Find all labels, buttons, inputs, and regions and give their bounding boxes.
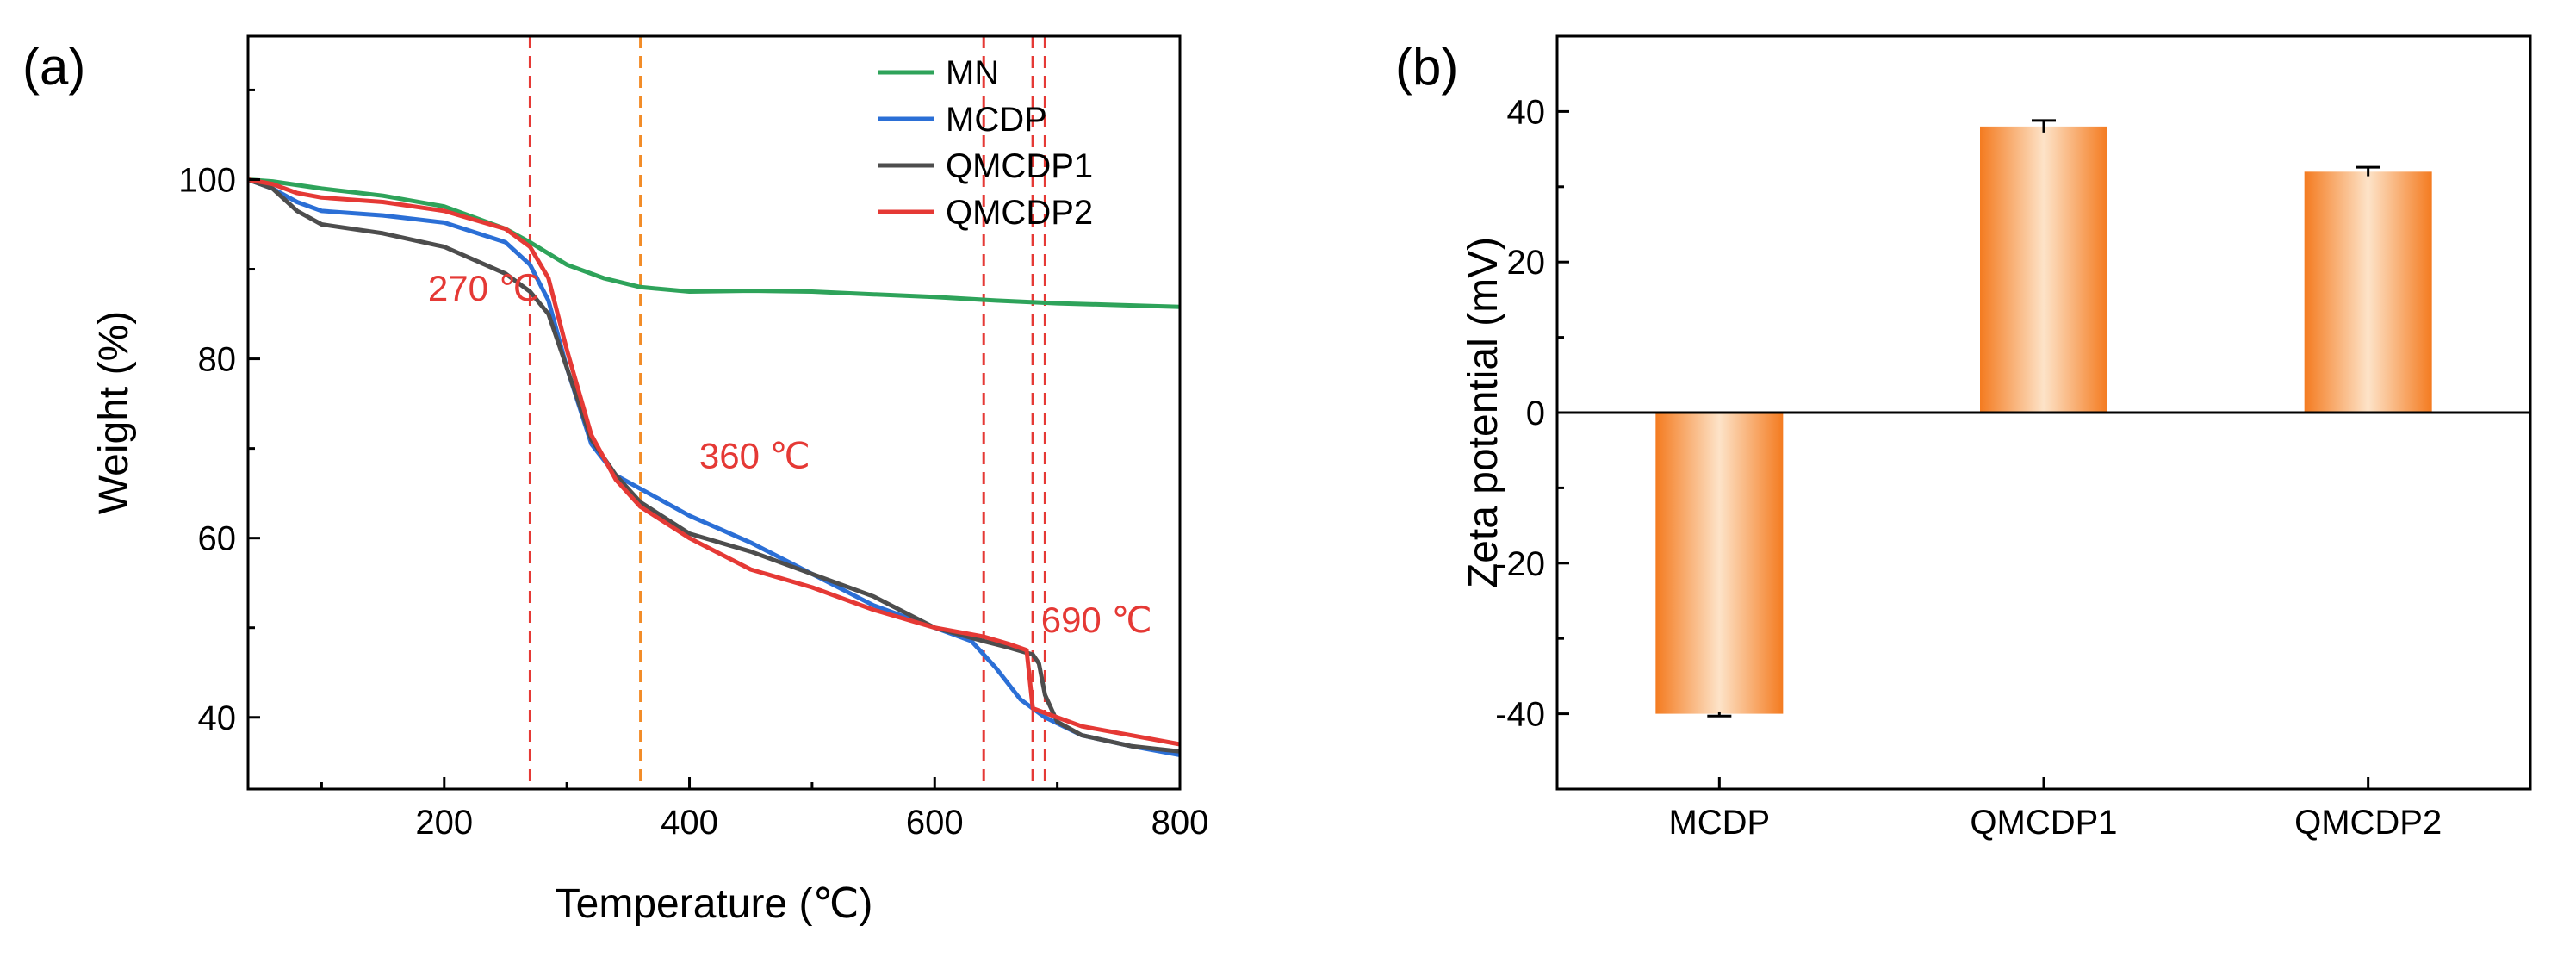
panel-a-label: (a) bbox=[22, 38, 85, 96]
legend: MN MCDP QMCDP1 QMCDP2 bbox=[878, 54, 1093, 232]
series-line-mn bbox=[247, 177, 1181, 309]
x-tick-label: 200 bbox=[415, 804, 473, 842]
y-tick-label: -20 bbox=[1495, 545, 1545, 583]
category-label: QMCDP1 bbox=[1970, 804, 2117, 842]
y-tick-label: 80 bbox=[198, 341, 237, 379]
plot-a-frame bbox=[246, 34, 1182, 791]
x-axis-label: Temperature (℃) bbox=[556, 881, 873, 927]
temperature-annotation: 360 ℃ bbox=[699, 436, 810, 476]
y-tick-label: 100 bbox=[178, 161, 236, 199]
temperature-annotations: 270 ℃ 360 ℃ 690 ℃ bbox=[428, 268, 1152, 640]
panel-a: (a) 200 400 600 800 40 60 80 100 270 ℃ 360 ℃ 690… bbox=[22, 34, 1209, 927]
x-axis-ticks: MCDP QMCDP1 QMCDP2 bbox=[1668, 777, 2442, 842]
series-lines bbox=[247, 177, 1181, 757]
y-tick-label: 40 bbox=[1507, 93, 1546, 131]
bar-qmcdp1 bbox=[1980, 126, 2107, 413]
x-axis-ticks: 200 400 600 800 bbox=[320, 777, 1209, 842]
x-tick-label: 400 bbox=[661, 804, 718, 842]
panel-b-label: (b) bbox=[1395, 38, 1458, 96]
series-line-mcdp bbox=[247, 177, 1181, 757]
y-tick-label: 20 bbox=[1507, 244, 1546, 282]
temperature-annotation: 270 ℃ bbox=[428, 268, 539, 308]
y-tick-label: 0 bbox=[1526, 395, 1545, 432]
bars bbox=[1655, 119, 2432, 718]
y-axis-ticks: 40 60 80 100 bbox=[178, 88, 260, 737]
y-axis-ticks: -40 -20 0 20 40 bbox=[1495, 34, 1569, 791]
legend-entry: MCDP bbox=[946, 101, 1047, 139]
temperature-annotation: 690 ℃ bbox=[1041, 600, 1152, 640]
legend-entry: MN bbox=[946, 54, 999, 92]
bar-qmcdp2 bbox=[2304, 171, 2432, 413]
y-tick-label: 60 bbox=[198, 520, 237, 558]
reference-lines bbox=[528, 36, 1046, 789]
bar-mcdp bbox=[1655, 413, 1784, 714]
panel-b: (b) -40 -20 0 20 40 MCDP QMCDP1 QMCDP2 Zeta po… bbox=[1395, 34, 2532, 842]
legend-entry: QMCDP1 bbox=[946, 147, 1093, 185]
y-axis-label: Weight (%) bbox=[91, 311, 137, 515]
category-label: QMCDP2 bbox=[2294, 804, 2442, 842]
legend-entry: QMCDP2 bbox=[946, 194, 1093, 232]
series-line-qmcdp2 bbox=[247, 177, 1181, 747]
category-label: MCDP bbox=[1668, 804, 1770, 842]
y-tick-label: 40 bbox=[198, 699, 237, 737]
y-axis-label: Zeta potential (mV) bbox=[1461, 237, 1506, 588]
series-line-qmcdp1 bbox=[247, 177, 1181, 754]
x-tick-label: 600 bbox=[906, 804, 964, 842]
y-tick-label: -40 bbox=[1495, 696, 1545, 734]
x-tick-label: 800 bbox=[1151, 804, 1209, 842]
